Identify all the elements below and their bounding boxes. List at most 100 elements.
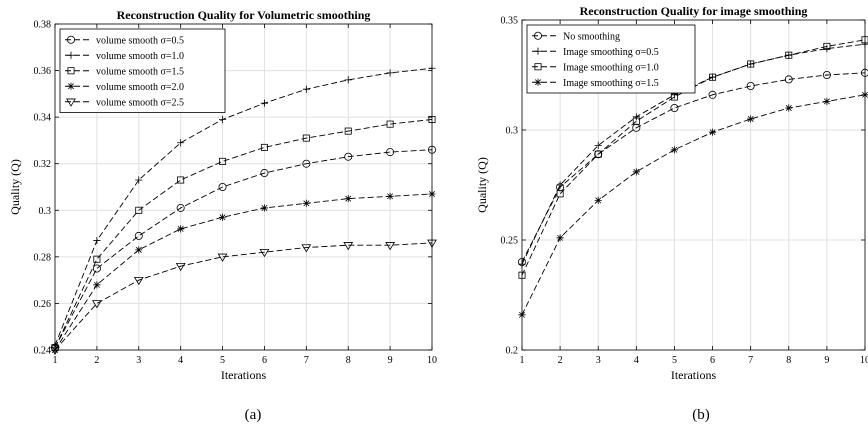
caption-a: (a) [245, 407, 262, 423]
series-3 [51, 115, 436, 352]
x-tick-label: 1 [53, 355, 58, 366]
x-tick-label: 2 [558, 355, 563, 366]
data-point [632, 168, 640, 176]
data-point [135, 206, 143, 214]
x-tick-label: 5 [220, 355, 225, 366]
data-point [386, 69, 394, 77]
data-point [709, 73, 717, 81]
x-tick-label: 10 [427, 355, 437, 366]
x-tick-label: 3 [596, 355, 601, 366]
data-point [746, 82, 755, 91]
legend-marker [67, 35, 76, 44]
legend-entry: volume smooth σ=1.5 [65, 66, 184, 77]
data-point [260, 169, 269, 178]
data-point [784, 75, 793, 84]
legend-label: volume smooth σ=0.5 [96, 35, 184, 46]
legend-entry: volume smooth σ=2.0 [65, 82, 184, 93]
data-point [822, 71, 831, 80]
legend-box [526, 24, 696, 94]
y-tick-label: 0.36 [34, 66, 52, 77]
x-tick-label: 5 [672, 355, 677, 366]
series-5 [50, 239, 437, 355]
data-point [708, 90, 717, 99]
data-point [177, 139, 185, 147]
series-line [521, 94, 866, 315]
legend-label: volume smooth σ=1.5 [96, 66, 184, 77]
x-tick-label: 8 [786, 355, 791, 366]
legend-entry: volume smooth σ=1.0 [65, 51, 184, 62]
y-tick-label: 0.3 [39, 206, 52, 217]
legend-label: volume smooth σ=2.0 [96, 82, 184, 93]
legend-marker [534, 63, 542, 71]
x-tick-label: 6 [710, 355, 715, 366]
x-tick-label: 4 [634, 355, 639, 366]
data-point [386, 192, 394, 200]
data-point [134, 231, 143, 240]
data-point [823, 42, 831, 50]
legend-marker [66, 98, 76, 107]
legend-label: Image smoothing σ=1.5 [563, 78, 659, 89]
data-point [823, 97, 831, 105]
series-line [54, 119, 433, 348]
data-point [302, 159, 311, 168]
data-point [217, 253, 228, 262]
y-axis-label: Quality (Q) [8, 159, 22, 215]
data-point [594, 196, 602, 204]
y-tick-label: 0.34 [34, 113, 52, 124]
data-point [91, 300, 102, 309]
y-tick-label: 0.35 [501, 16, 519, 27]
data-point [93, 255, 101, 263]
data-point [747, 60, 755, 68]
series-line [54, 242, 433, 351]
data-point [93, 236, 101, 245]
legend-entry: volume smooth σ=2.5 [65, 97, 184, 108]
x-tick-label: 9 [824, 355, 829, 366]
legend-label: volume smooth σ=2.5 [96, 97, 184, 108]
data-point [302, 134, 310, 142]
data-point [302, 85, 310, 93]
data-point [259, 249, 270, 258]
x-tick-label: 9 [388, 355, 393, 366]
data-point [302, 199, 310, 207]
legend-entry: volume smooth σ=0.5 [65, 35, 184, 46]
x-tick-label: 6 [262, 355, 267, 366]
x-tick-label: 8 [346, 355, 351, 366]
data-point [218, 213, 227, 221]
data-point [385, 242, 396, 251]
data-point [175, 262, 186, 272]
y-tick-label: 0.25 [501, 236, 519, 247]
legend-entry: Image smoothing σ=1.5 [532, 78, 659, 89]
series-2 [51, 64, 436, 349]
legend: volume smooth σ=0.5 volume smooth σ=1.0 vo… [59, 28, 226, 113]
data-point [670, 93, 678, 101]
data-point [301, 244, 312, 253]
x-tick-label: 7 [748, 355, 753, 366]
data-point [708, 128, 717, 136]
data-point [556, 234, 564, 242]
data-point [632, 113, 640, 121]
legend-marker [67, 51, 75, 59]
data-point [670, 104, 679, 113]
legend-marker [534, 78, 542, 86]
data-point [785, 51, 793, 59]
chart-volumetric-smoothing: 1 2 3 4 5 6 7 8 9 10 0.24 0.26 0.28 0.3 0.32 0.34 0.36 0.… [8, 8, 437, 382]
series-line [54, 67, 433, 346]
legend-marker [67, 67, 75, 75]
legend-entry: Image smoothing σ=1.0 [532, 62, 659, 73]
data-point [632, 117, 640, 125]
legend-label: Image smoothing σ=1.0 [563, 62, 659, 73]
data-point [177, 176, 185, 184]
data-point [344, 76, 352, 84]
data-point [386, 120, 394, 128]
legend-marker [67, 82, 75, 90]
data-point [747, 115, 755, 123]
data-point [219, 157, 227, 165]
data-point [218, 115, 227, 124]
data-point [177, 225, 185, 233]
y-tick-label: 0.24 [34, 346, 52, 357]
y-tick-label: 0.38 [34, 20, 52, 31]
data-point [176, 203, 185, 212]
data-point [344, 195, 352, 203]
y-tick-label: 0.26 [34, 299, 52, 310]
